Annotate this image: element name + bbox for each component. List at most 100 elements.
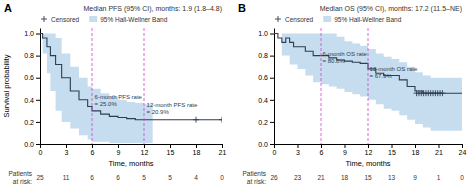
x-tick: 3 [65, 144, 69, 156]
y-tick: 0.8 [258, 52, 274, 59]
plot-area [40, 28, 222, 144]
x-tick-label: 18 [193, 149, 201, 156]
x-tick-label: 12 [141, 149, 149, 156]
x-axis: 03691215182124 [273, 144, 467, 156]
x-tick-mark [222, 144, 223, 148]
survival-curve [40, 34, 222, 120]
y-tick-mark [270, 100, 274, 101]
y-tick: 0.2 [258, 119, 274, 126]
legend-marker [41, 16, 47, 22]
y-tick-label: 0.4 [258, 97, 268, 104]
y-tick-mark [36, 56, 40, 57]
annotations: 6-month OS rate= 80.8%12-month OS rate= … [323, 51, 418, 80]
y-tick-mark [270, 34, 274, 35]
legend-item: Censored [41, 16, 80, 23]
y-tick: 0.6 [24, 74, 40, 81]
risk-label-line: at risk: [247, 178, 266, 185]
x-tick-mark [66, 144, 67, 148]
x-axis-line [41, 144, 223, 145]
x-tick-mark [368, 144, 369, 148]
ci-band [40, 34, 153, 143]
y-tick-mark [270, 122, 274, 123]
y-tick-label: 1.0 [24, 30, 34, 37]
x-tick-mark [462, 144, 463, 148]
annotations: 6-month PFS rate= 25.0%12-month PFS rate… [95, 94, 198, 115]
legend-label: Censored [285, 16, 314, 23]
legend-item: 95% Hall-Wellner Band [323, 16, 401, 23]
y-tick-label: 0.6 [24, 74, 34, 81]
x-tick: 6 [320, 144, 324, 156]
risk-count: 5 [142, 174, 146, 181]
risk-count: 6 [116, 174, 120, 181]
x-tick-mark [118, 144, 119, 148]
x-tick-label: 9 [117, 149, 121, 156]
legend-label: Censored [51, 16, 80, 23]
reference-line [368, 28, 369, 144]
title: Median OS (95% CI), months: 17.2 (11.5–N… [320, 5, 462, 13]
annotation: 12-month OS rate= 67.9% [370, 66, 418, 79]
x-tick-mark [92, 144, 93, 148]
risk-count: 1 [437, 174, 441, 181]
y-axis: 0.0 0.2 0.4 0.6 0.8 1.0 [258, 29, 274, 148]
x-tick-label: 21 [435, 149, 443, 156]
x-tick-mark [298, 144, 299, 148]
annotation: 12-month PFS rate= 20.9% [147, 102, 198, 115]
legend-item: 95% Hall-Wellner Band [89, 16, 167, 23]
y-tick: 1.0 [24, 30, 40, 37]
x-tick: 9 [343, 144, 347, 156]
x-tick-mark [415, 144, 416, 148]
risk-label: Patientsat risk: [9, 170, 33, 185]
y-tick-mark [270, 56, 274, 57]
y-tick-label: 0.6 [258, 74, 268, 81]
legend-item: Censored [275, 16, 314, 23]
reference-line [144, 28, 145, 144]
risk-count: 21 [317, 174, 325, 181]
annotation-line: = 25.0% [95, 101, 118, 107]
risk-label: Patientsat risk: [243, 170, 267, 185]
x-tick: 21 [219, 144, 227, 156]
x-tick-mark [274, 144, 275, 148]
annotation-line: = 80.8% [323, 58, 346, 64]
annotation-line: 12-month OS rate [370, 66, 418, 72]
y-tick: 1.0 [258, 30, 274, 37]
reference-line [92, 28, 93, 144]
legend-swatch [323, 16, 331, 22]
censored-marks [193, 117, 222, 123]
y-axis-line [40, 29, 41, 145]
censored-mark [219, 117, 222, 123]
x-tick: 15 [167, 144, 175, 156]
x-axis: 036912151821 [39, 144, 227, 156]
x-tick-label: 0 [273, 149, 277, 156]
x-tick: 6 [91, 144, 95, 156]
risk-label-line: Patients [9, 170, 33, 177]
y-tick: 0.4 [24, 97, 40, 104]
x-tick: 12 [141, 144, 149, 156]
risk-count: 26 [270, 174, 278, 181]
x-tick: 12 [365, 144, 373, 156]
x-tick-label: 18 [412, 149, 420, 156]
y-tick: 0.4 [258, 97, 274, 104]
x-axis-title: Time, months [108, 159, 153, 168]
x-tick: 18 [412, 144, 420, 156]
y-tick-label: 0.8 [24, 52, 34, 59]
x-tick-label: 9 [343, 149, 347, 156]
risk-count: 5 [168, 174, 172, 181]
x-tick-label: 12 [365, 149, 373, 156]
panel-label: A [4, 2, 12, 14]
panel: 0369121518210.00.20.40.60.81.06-month PF… [2, 2, 226, 185]
y-tick-label: 1.0 [258, 30, 268, 37]
y-tick: 0.6 [258, 74, 274, 81]
annotation: 6-month OS rate= 80.8% [323, 51, 368, 64]
risk-label-line: Patients [243, 170, 267, 177]
y-tick: 0.0 [258, 141, 274, 148]
x-axis-title: Time, months [345, 159, 390, 168]
x-tick-mark [196, 144, 197, 148]
panel: 036912151821240.00.20.40.60.81.06-month … [238, 2, 466, 185]
risk-count: 23 [294, 174, 302, 181]
annotation-line: = 67.9% [370, 73, 393, 79]
y-tick: 0.0 [24, 141, 40, 148]
x-tick-label: 6 [91, 149, 95, 156]
x-tick-mark [170, 144, 171, 148]
x-tick-label: 21 [219, 149, 227, 156]
x-tick-label: 3 [65, 149, 69, 156]
